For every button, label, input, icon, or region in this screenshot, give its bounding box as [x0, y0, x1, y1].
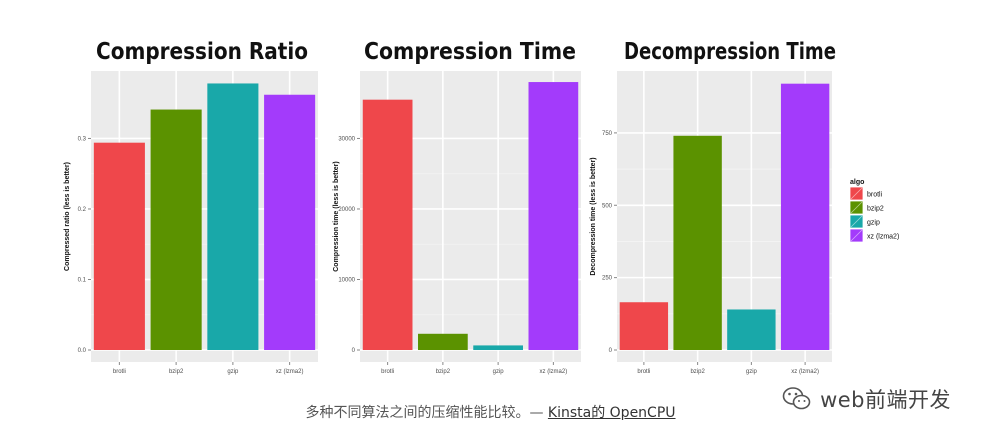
legend-label: bzip2 [867, 206, 884, 213]
x-tick-label: brotli [637, 369, 650, 375]
legend-item: bzip2 [849, 200, 884, 215]
x-tick-label: bzip2 [690, 369, 705, 375]
y-tick-label: 10000 [338, 277, 355, 283]
x-tick-label: xz (lzma2) [540, 369, 568, 375]
bar-bzip2 [150, 109, 202, 350]
y-tick-label: 0 [609, 348, 613, 354]
bar-xz [264, 94, 316, 350]
bar-bzip2 [418, 333, 468, 350]
decompression-time-chart: Decompression Time 0 250 500 750 brotli bzip2 g… [590, 39, 836, 375]
bar-bzip2 [673, 135, 722, 350]
legend-label: brotli [867, 192, 883, 199]
legend-item: brotli [849, 186, 883, 201]
x-tick-label: bzip2 [436, 369, 451, 375]
chart-title: Decompression Time [624, 39, 836, 65]
y-tick-label: 0.3 [78, 136, 87, 142]
bar-gzip [207, 83, 259, 350]
x-tick-label: brotli [113, 369, 126, 375]
wechat-icon [782, 387, 811, 410]
legend-swatch-slash [850, 201, 863, 214]
bar-gzip [727, 309, 776, 350]
y-tick-label: 0.2 [78, 207, 87, 213]
x-tick-label: bzip2 [169, 369, 184, 375]
watermark: web前端开发 [782, 384, 951, 414]
y-tick-label: 0 [352, 348, 356, 354]
y-tick-label: 0.0 [78, 348, 87, 354]
legend-item: gzip [849, 214, 880, 229]
legend-swatch-slash [850, 215, 863, 228]
y-tick-label: 250 [602, 276, 613, 282]
bar-brotli [93, 142, 145, 350]
y-tick-label: 0.1 [78, 277, 87, 283]
x-tick-label: brotli [381, 369, 394, 375]
y-tick-label: 30000 [338, 136, 355, 142]
bar-brotli [619, 302, 669, 350]
x-tick-label: xz (lzma2) [276, 369, 304, 375]
watermark-text: web前端开发 [820, 388, 951, 412]
y-axis-label: Compression time (less is better) [333, 161, 340, 271]
legend-swatch-slash [850, 187, 863, 200]
y-tick-label: 750 [602, 131, 613, 137]
caption-source-link[interactable]: Kinsta的 OpenCPU [547, 405, 676, 421]
bar-xz [780, 83, 830, 351]
figure-caption: 多种不同算法之间的压缩性能比较。— Kinsta的 OpenCPU [0, 402, 981, 422]
legend-label: xz (lzma2) [867, 234, 899, 241]
legend-swatch-slash [850, 229, 863, 242]
caption-text: 多种不同算法之间的压缩性能比较。— [305, 405, 548, 421]
legend-item: xz (lzma2) [849, 228, 899, 243]
compression-ratio-chart: Compression Ratio 0.0 0.1 0.2 0.3 brotli bzip2… [64, 39, 318, 375]
y-axis-label: Compressed ratio (less is better) [64, 162, 71, 271]
bar-xz [528, 82, 579, 351]
y-tick-label: 20000 [338, 207, 355, 213]
x-tick-label: xz (lzma2) [791, 369, 819, 375]
x-tick-label: gzip [493, 369, 505, 375]
y-tick-label: 500 [602, 203, 613, 209]
y-axis-label: Decompression time (less is better) [590, 157, 597, 275]
chart-title: Compression Ratio [96, 39, 308, 65]
x-tick-label: gzip [746, 369, 758, 375]
bar-gzip [473, 345, 523, 350]
compression-time-chart: Compression Time 0 10000 20000 30000 brotli bz… [333, 39, 581, 375]
bar-brotli [362, 99, 413, 350]
legend-title: algo [850, 179, 864, 186]
x-tick-label: gzip [227, 369, 239, 375]
chart-title: Compression Time [364, 39, 576, 65]
legend-label: gzip [867, 220, 880, 227]
